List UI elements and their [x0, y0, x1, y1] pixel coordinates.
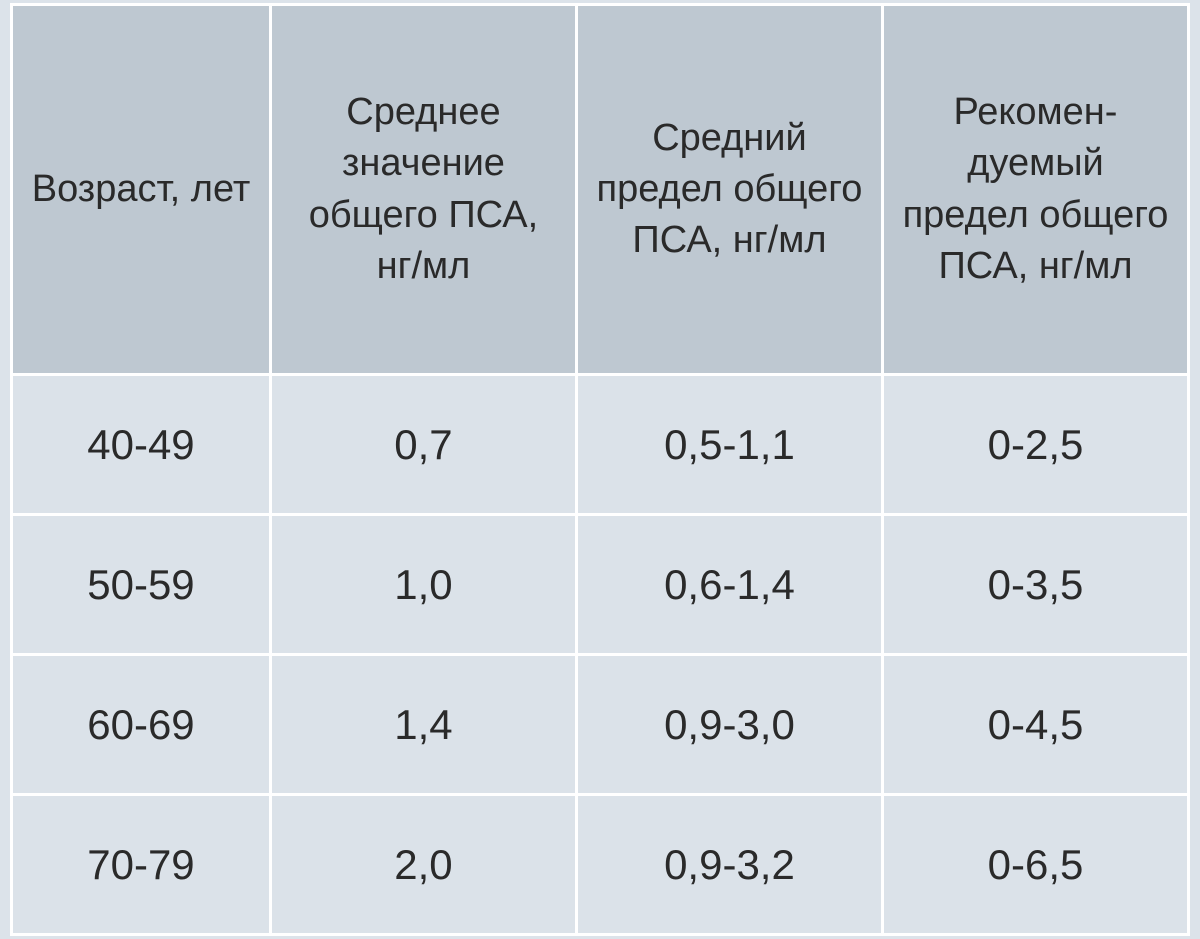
cell-mean: 1,0 — [270, 515, 576, 655]
cell-rec: 0-2,5 — [882, 375, 1188, 515]
cell-rec: 0-6,5 — [882, 795, 1188, 935]
cell-age: 60-69 — [12, 655, 271, 795]
cell-mid: 0,6-1,4 — [576, 515, 882, 655]
col-header-mean: Среднее значение общего ПСА, нг/мл — [270, 5, 576, 375]
cell-age: 70-79 — [12, 795, 271, 935]
cell-mid: 0,5-1,1 — [576, 375, 882, 515]
cell-mean: 2,0 — [270, 795, 576, 935]
table-row: 70-79 2,0 0,9-3,2 0-6,5 — [12, 795, 1189, 935]
cell-rec: 0-4,5 — [882, 655, 1188, 795]
cell-rec: 0-3,5 — [882, 515, 1188, 655]
table-row: 50-59 1,0 0,6-1,4 0-3,5 — [12, 515, 1189, 655]
table-row: 40-49 0,7 0,5-1,1 0-2,5 — [12, 375, 1189, 515]
cell-mid: 0,9-3,2 — [576, 795, 882, 935]
table-header-row: Возраст, лет Среднее значение общего ПСА… — [12, 5, 1189, 375]
table-row: 60-69 1,4 0,9-3,0 0-4,5 — [12, 655, 1189, 795]
col-header-age: Возраст, лет — [12, 5, 271, 375]
col-header-rec-limit: Рекомен- дуемый предел общего ПСА, нг/мл — [882, 5, 1188, 375]
cell-age: 40-49 — [12, 375, 271, 515]
cell-mid: 0,9-3,0 — [576, 655, 882, 795]
cell-age: 50-59 — [12, 515, 271, 655]
cell-mean: 1,4 — [270, 655, 576, 795]
psa-table: Возраст, лет Среднее значение общего ПСА… — [10, 3, 1190, 936]
cell-mean: 0,7 — [270, 375, 576, 515]
col-header-mid-limit: Средний предел общего ПСА, нг/мл — [576, 5, 882, 375]
